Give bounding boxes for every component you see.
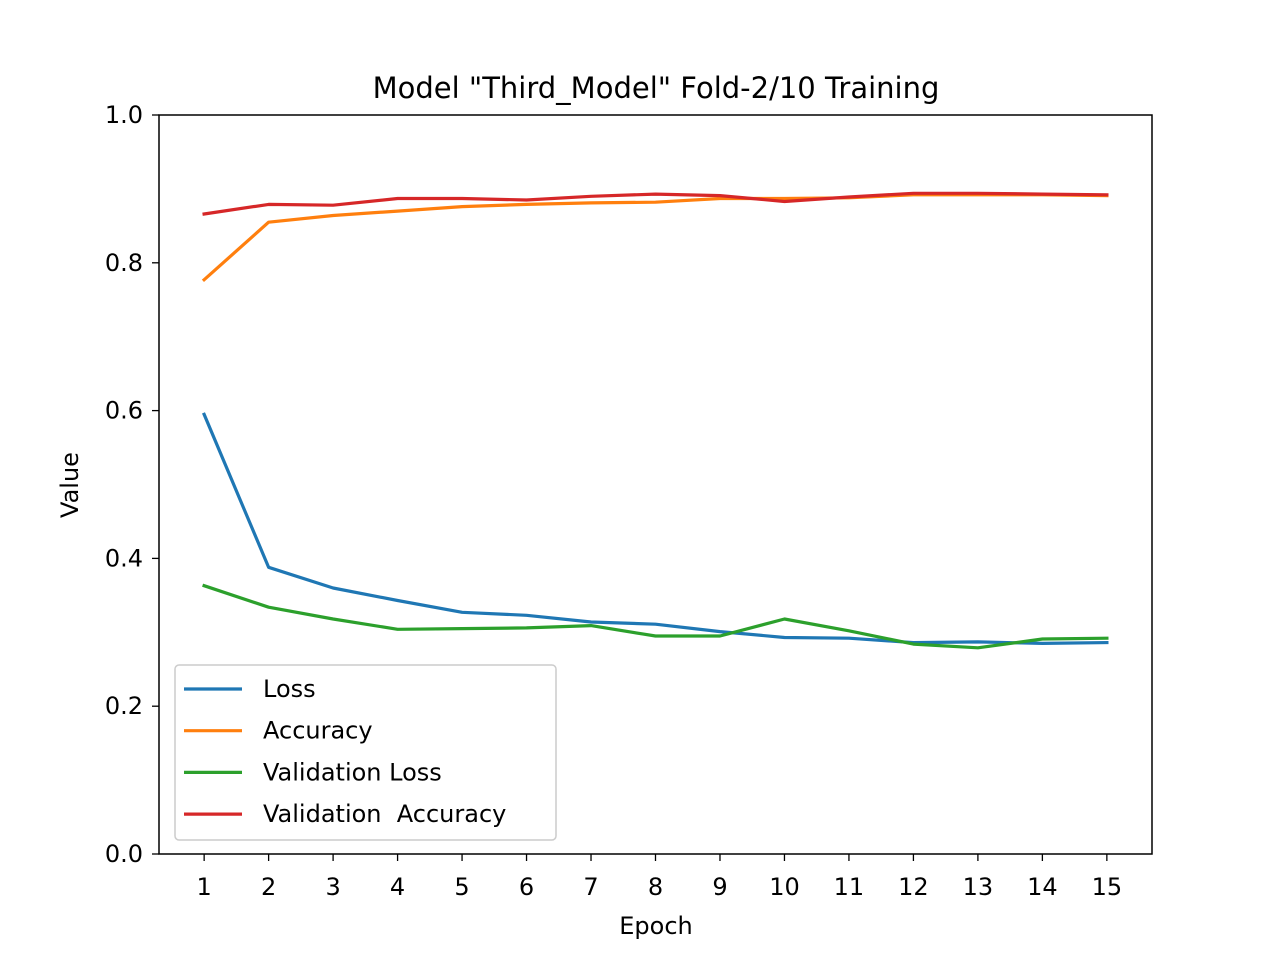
y-tick-label: 0.4 [105,544,143,572]
x-tick-label: 15 [1092,873,1123,901]
legend-label-loss: Loss [263,675,316,703]
x-tick-label: 7 [583,873,598,901]
x-tick-label: 13 [963,873,994,901]
x-axis-label: Epoch [619,912,693,940]
x-tick-label: 14 [1027,873,1058,901]
plot-lines [201,191,1109,650]
x-tick-label: 10 [769,873,800,901]
y-tick-label: 0.0 [105,840,143,868]
y-tick-label: 0.2 [105,692,143,720]
x-tick-label: 4 [390,873,405,901]
legend-box [174,664,557,841]
x-tick-label: 9 [712,873,727,901]
x-tick-label: 11 [834,873,865,901]
x-tick-label: 3 [325,873,340,901]
series-line-validation-loss [202,583,1109,650]
x-axis-ticks: 1 2 3 4 5 6 7 8 9 10 11 12 13 14 15 [196,854,1122,901]
legend-label-validation-loss: Validation Loss [263,758,442,786]
y-tick-label: 1.0 [105,101,143,129]
chart-title: Model "Third_Model" Fold-2/10 Training [373,71,940,105]
x-tick-label: 5 [454,873,469,901]
x-tick-label: 2 [261,873,276,901]
legend-label-validation-accuracy: Validation Accuracy [263,800,506,828]
x-tick-label: 6 [519,873,534,901]
y-tick-label: 0.8 [105,249,143,277]
y-tick-label: 0.6 [105,397,143,425]
legend: Loss Accuracy Validation Loss Validation Ac… [174,664,557,841]
x-tick-label: 1 [196,873,211,901]
legend-label-accuracy: Accuracy [263,717,373,745]
series-line-validation-accuracy [202,191,1109,216]
x-tick-label: 8 [648,873,663,901]
y-axis-label: Value [56,452,84,518]
series-line-loss [202,412,1109,646]
y-axis-ticks: 0.0 0.2 0.4 0.6 0.8 1.0 [105,101,159,868]
x-tick-label: 12 [898,873,929,901]
series-line-accuracy [201,193,1109,283]
